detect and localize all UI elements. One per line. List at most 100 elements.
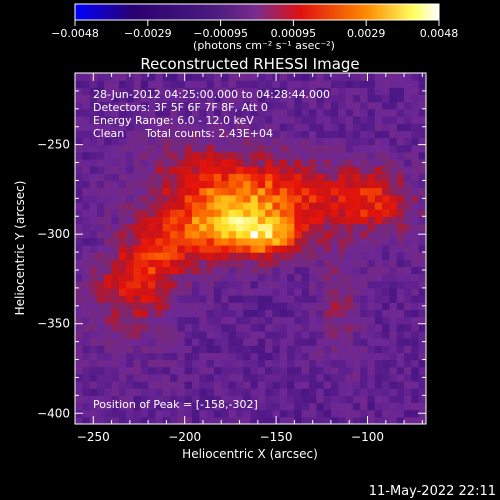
heatmap-cell	[250, 266, 259, 275]
heatmap-cell	[360, 180, 369, 189]
heatmap-cell	[404, 230, 412, 239]
heatmap-cell	[272, 201, 281, 210]
heatmap-cell	[250, 87, 259, 96]
heatmap-cell	[155, 144, 164, 153]
heatmap-cell	[352, 108, 361, 117]
heatmap-cell	[257, 237, 266, 246]
heatmap-cell	[250, 416, 259, 424]
heatmap-cell	[404, 266, 412, 275]
heatmap-cell	[126, 302, 135, 310]
heatmap-cell	[374, 409, 383, 418]
heatmap-cell	[89, 144, 98, 153]
heatmap-cell	[206, 273, 215, 282]
heatmap-cell	[221, 266, 230, 275]
heatmap-cell	[140, 180, 149, 189]
heatmap-cell	[316, 388, 325, 396]
heatmap-cell	[279, 373, 288, 382]
heatmap-cell	[243, 173, 252, 182]
heatmap-cell	[96, 244, 105, 253]
heatmap-cell	[411, 230, 420, 239]
heatmap-cell	[272, 309, 281, 318]
heatmap-cell	[75, 223, 83, 232]
heatmap-cell	[75, 151, 83, 160]
heatmap-cell	[374, 309, 383, 318]
heatmap-cell	[404, 416, 412, 424]
heatmap-cell	[170, 395, 178, 404]
heatmap-cell	[345, 338, 354, 346]
heatmap-cell	[389, 259, 398, 267]
heatmap-cell	[367, 209, 376, 217]
heatmap-cell	[140, 216, 149, 225]
heatmap-cell	[192, 237, 200, 246]
heatmap-cell	[235, 166, 244, 174]
heatmap-cell	[104, 87, 113, 96]
annotation-energy-range: Energy Range: 6.0 - 12.0 keV	[93, 114, 254, 127]
heatmap-cell	[104, 244, 113, 253]
heatmap-cell	[330, 309, 339, 318]
x-axis-label: Heliocentric X (arcsec)	[182, 447, 318, 461]
heatmap-cell	[382, 187, 391, 196]
heatmap-cell	[382, 287, 391, 296]
heatmap-cell	[338, 381, 347, 389]
heatmap-cell	[360, 130, 369, 139]
heatmap-cell	[250, 130, 259, 139]
heatmap-cell	[75, 94, 83, 103]
heatmap-cell	[389, 302, 398, 310]
heatmap-cell	[213, 295, 222, 303]
heatmap-cell	[396, 187, 405, 196]
heatmap-cell	[309, 280, 317, 289]
heatmap-cell	[126, 359, 135, 368]
heatmap-cell	[330, 216, 339, 225]
heatmap-cell	[265, 158, 274, 167]
heatmap-cell	[396, 295, 405, 303]
heatmap-cell	[104, 416, 113, 424]
heatmap-cell	[352, 280, 361, 289]
heatmap-cell	[309, 409, 317, 418]
heatmap-cell	[104, 309, 113, 318]
heatmap-cell	[184, 323, 193, 332]
heatmap-cell	[309, 166, 317, 174]
heatmap-cell	[89, 266, 98, 275]
y-tick-label: −400	[37, 406, 70, 420]
heatmap-cell	[272, 373, 281, 382]
heatmap-cell	[301, 194, 310, 203]
heatmap-cell	[235, 366, 244, 375]
heatmap-cell	[111, 194, 120, 203]
heatmap-cell	[309, 252, 317, 260]
heatmap-cell	[96, 395, 105, 404]
heatmap-cell	[140, 223, 149, 232]
heatmap-cell	[250, 402, 259, 411]
heatmap-cell	[374, 316, 383, 325]
heatmap-cell	[411, 402, 420, 411]
heatmap-cell	[382, 345, 391, 353]
heatmap-cell	[411, 244, 420, 253]
heatmap-cell	[250, 194, 259, 203]
heatmap-cell	[177, 180, 186, 189]
heatmap-cell	[330, 201, 339, 210]
heatmap-cell	[89, 201, 98, 210]
heatmap-cell	[316, 180, 325, 189]
heatmap-cell	[235, 409, 244, 418]
heatmap-cell	[126, 280, 135, 289]
heatmap-cell	[228, 395, 237, 404]
heatmap-cell	[213, 244, 222, 253]
heatmap-cell	[360, 273, 369, 282]
heatmap-cell	[345, 352, 354, 361]
heatmap-cell	[184, 187, 193, 196]
heatmap-cell	[330, 252, 339, 260]
heatmap-cell	[126, 137, 135, 146]
heatmap-cell	[301, 259, 310, 267]
heatmap-cell	[104, 173, 113, 182]
heatmap-cell	[338, 87, 347, 96]
heatmap-cell	[279, 252, 288, 260]
heatmap-cell	[228, 409, 237, 418]
heatmap-cell	[140, 130, 149, 139]
heatmap-cell	[111, 409, 120, 418]
heatmap-cell	[272, 266, 281, 275]
heatmap-cell	[243, 381, 252, 389]
heatmap-cell	[309, 123, 317, 131]
heatmap-cell	[89, 137, 98, 146]
heatmap-cell	[396, 158, 405, 167]
heatmap-cell	[279, 402, 288, 411]
